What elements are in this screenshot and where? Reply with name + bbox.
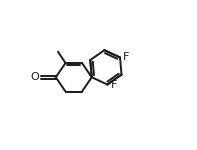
Text: O: O xyxy=(31,72,40,82)
Text: F: F xyxy=(111,80,117,90)
Text: F: F xyxy=(123,52,130,62)
